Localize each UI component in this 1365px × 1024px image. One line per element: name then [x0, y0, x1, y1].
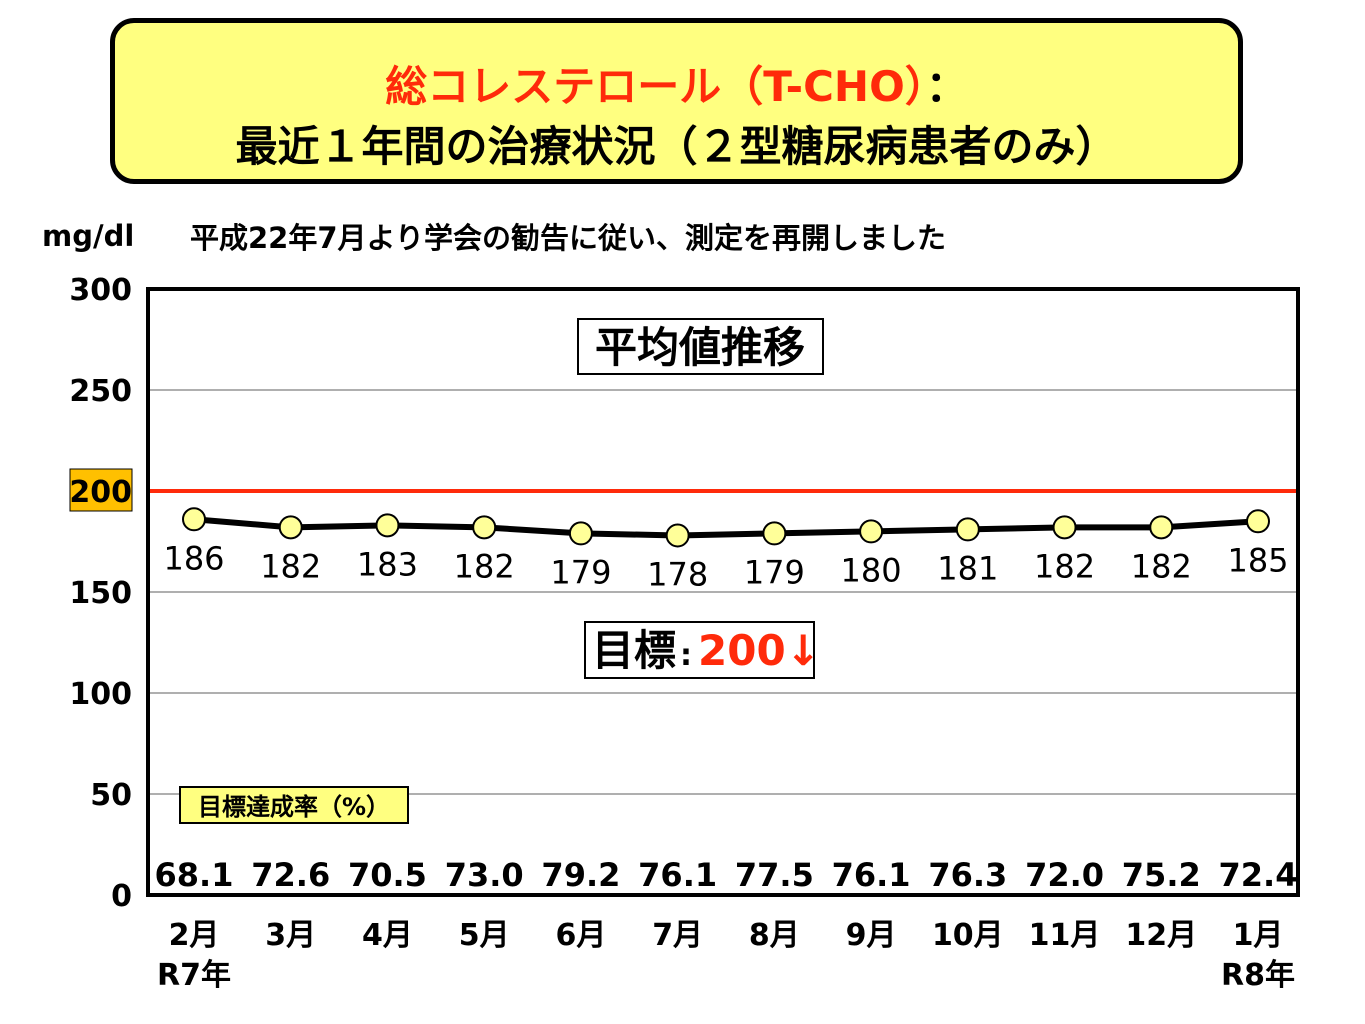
note-text: 平成22年7月より学会の勧告に従い、測定を再開しました — [190, 221, 946, 255]
x-axis-ticks: 2月 3月 4月 5月 6月 7月 8月 9月 10月 11月 12月 1月 R7年 R8年 — [157, 918, 1295, 993]
y-tick-label-250: 250 — [69, 374, 132, 409]
rate-labels: 68.1 72.6 70.5 73.0 79.2 76.1 77.5 76.1 76.3 72.0… — [155, 856, 1298, 894]
rate-label-9: 72.0 — [1025, 856, 1104, 894]
data-label-2: 183 — [357, 545, 418, 583]
target-box: 目標:200↓ — [584, 621, 821, 679]
title-colon: ： — [925, 62, 968, 111]
x-tick-label-7: 9月 — [846, 918, 897, 953]
x-tick-label-3: 5月 — [459, 918, 510, 953]
rate-box: 目標達成率（%） — [179, 786, 409, 824]
rate-label-11: 72.4 — [1219, 856, 1298, 894]
data-label-3: 182 — [454, 547, 515, 585]
rate-label-0: 68.1 — [155, 856, 234, 894]
gridlines — [148, 389, 1298, 795]
rate-label-7: 76.1 — [832, 856, 911, 894]
data-label-0: 186 — [163, 539, 224, 577]
target-colon: : — [680, 638, 692, 673]
x-tick-label-10: 12月 — [1125, 918, 1197, 953]
title-line-2: 最近１年間の治療状況（２型糖尿病患者のみ） — [235, 122, 1118, 171]
series-group — [182, 507, 1270, 548]
title-box: 総コレステロール（T-CHO）： 最近１年間の治療状況（２型糖尿病患者のみ） — [110, 18, 1243, 184]
rate-label-5: 76.1 — [638, 856, 717, 894]
y-tick-label-100: 100 — [69, 677, 132, 712]
rate-label-6: 77.5 — [735, 856, 814, 894]
rate-label-8: 76.3 — [928, 856, 1007, 894]
data-point-8 — [955, 517, 980, 542]
rate-label-1: 72.6 — [251, 856, 330, 894]
data-label-11: 185 — [1227, 541, 1288, 579]
data-label-10: 182 — [1131, 547, 1192, 585]
y-tick-label-150: 150 — [69, 576, 132, 611]
x-tick-label-8: 10月 — [932, 918, 1004, 953]
data-label-1: 182 — [260, 547, 321, 585]
data-point-3 — [472, 515, 497, 540]
data-label-9: 182 — [1034, 547, 1095, 585]
data-label-4: 179 — [550, 553, 611, 591]
x-tick-label-0: 2月 — [169, 918, 220, 953]
x-tick-label-9: 11月 — [1029, 918, 1101, 953]
data-label-8: 181 — [937, 549, 998, 587]
x-year-label-last: R8年 — [1221, 958, 1295, 993]
x-tick-label-2: 4月 — [362, 918, 413, 953]
title-line-1: 総コレステロール（T-CHO）： — [115, 53, 1238, 114]
data-label-5: 178 — [647, 555, 708, 593]
data-label-7: 180 — [841, 551, 902, 589]
rate-label-2: 70.5 — [348, 856, 427, 894]
x-tick-label-4: 6月 — [555, 918, 606, 953]
x-tick-label-11: 1月 — [1233, 918, 1284, 953]
y-tick-label-50: 50 — [90, 778, 132, 813]
data-label-6: 179 — [744, 553, 805, 591]
x-tick-label-1: 3月 — [265, 918, 316, 953]
data-point-9 — [1052, 515, 1077, 540]
x-year-label-first: R7年 — [157, 958, 231, 993]
chart-title: 平均値推移 — [595, 323, 805, 372]
rate-box-label: 目標達成率（%） — [198, 793, 390, 821]
chart-title-box: 平均値推移 — [577, 318, 824, 375]
data-point-7 — [859, 519, 884, 544]
data-point-2 — [375, 513, 400, 538]
title-red-text: 総コレステロール（T-CHO） — [385, 62, 926, 111]
x-tick-label-5: 7月 — [652, 918, 703, 953]
plot-frame — [146, 287, 1300, 897]
data-point-11 — [1246, 509, 1270, 534]
target-value: 200↓ — [698, 626, 821, 675]
value-labels: 186 182 183 182 179 178 179 180 181 182 182 185 — [163, 539, 1288, 593]
x-tick-label-6: 8月 — [749, 918, 800, 953]
y-tick-label-200: 200 — [69, 475, 132, 510]
unit-label: mg/dl — [42, 219, 134, 253]
y-tick-highlight-200 — [69, 468, 133, 512]
y-axis-ticks: 0 50 100 150 200 250 300 — [69, 273, 133, 914]
svg-text:目標:200↓: 目標:200↓ — [592, 626, 821, 675]
y-tick-label-300: 300 — [69, 273, 132, 308]
series-line — [193, 516, 1259, 539]
data-point-1 — [278, 515, 303, 540]
data-point-10 — [1149, 515, 1174, 540]
rate-label-4: 79.2 — [541, 856, 620, 894]
data-point-6 — [762, 521, 787, 546]
data-point-0 — [182, 507, 206, 532]
rate-label-10: 75.2 — [1122, 856, 1201, 894]
data-point-5 — [665, 523, 690, 548]
rate-label-3: 73.0 — [445, 856, 524, 894]
y-tick-label-0: 0 — [111, 879, 132, 914]
target-label: 目標 — [592, 626, 676, 675]
data-point-4 — [568, 521, 593, 546]
